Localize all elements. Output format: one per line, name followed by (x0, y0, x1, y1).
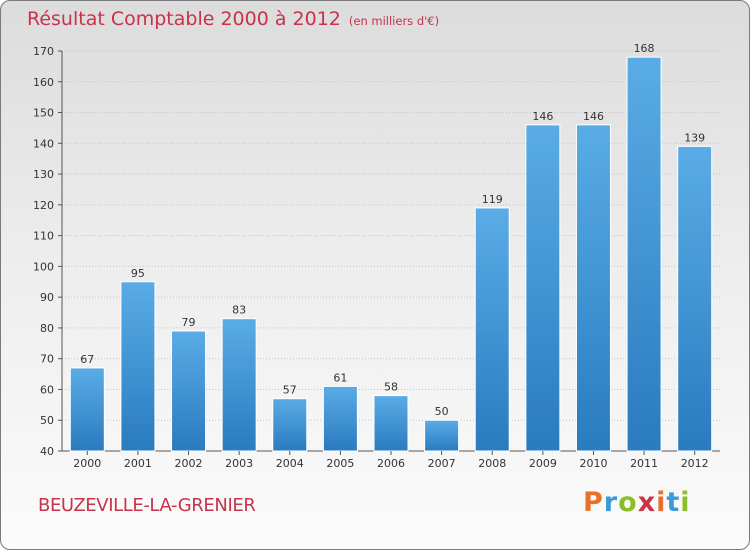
chart-title-line: Résultat Comptable 2000 à 2012 (en millie… (27, 8, 439, 30)
logo-letter: r (603, 487, 619, 518)
commune-name: BEUZEVILLE-LA-GRENIER (38, 495, 256, 516)
logo-letter: o (618, 487, 638, 518)
y-tick-label: 60 (40, 383, 54, 396)
proxiti-logo: Proxiti (583, 487, 691, 518)
y-tick-label: 130 (33, 168, 54, 181)
bar-value-label: 119 (482, 193, 503, 206)
chart-unit: (en milliers d'€) (348, 14, 440, 28)
x-tick-label: 2004 (276, 457, 304, 470)
bar-value-label: 58 (384, 381, 398, 394)
y-tick-label: 90 (40, 291, 54, 304)
bar-2004 (272, 398, 308, 452)
bar-2000 (69, 367, 105, 452)
x-tick-label: 2012 (681, 457, 709, 470)
y-tick-label: 150 (33, 107, 54, 120)
bar-2011 (626, 56, 662, 452)
bar-value-label: 50 (435, 405, 449, 418)
y-tick-label: 160 (33, 76, 54, 89)
x-tick-label: 2000 (73, 457, 101, 470)
x-tick-label: 2009 (529, 457, 557, 470)
x-tick-label: 2003 (225, 457, 253, 470)
x-tick-label: 2001 (124, 457, 152, 470)
logo-letter: i (680, 487, 691, 518)
bar-2005 (322, 385, 358, 452)
y-tick-label: 120 (33, 199, 54, 212)
x-tick-label: 2005 (326, 457, 354, 470)
bar-value-label: 57 (283, 384, 297, 397)
y-tick-label: 140 (33, 137, 54, 150)
logo-letter: i (656, 487, 667, 518)
bar-2010 (575, 124, 611, 452)
bar-2002 (171, 330, 207, 452)
x-tick-label: 2011 (630, 457, 658, 470)
x-tick-label: 2010 (579, 457, 607, 470)
x-tick-label: 2006 (377, 457, 405, 470)
y-tick-label: 80 (40, 322, 54, 335)
bar-value-label: 146 (583, 110, 604, 123)
y-tick-label: 170 (33, 45, 54, 58)
bar-value-label: 83 (232, 304, 246, 317)
bar-value-label: 95 (131, 267, 145, 280)
bar-value-label: 168 (634, 42, 655, 55)
bar-value-label: 139 (684, 131, 705, 144)
logo-letter: x (637, 487, 657, 518)
bar-2006 (373, 395, 409, 452)
y-tick-label: 40 (40, 445, 54, 458)
logo-letter: P (583, 487, 604, 518)
y-tick-label: 100 (33, 260, 54, 273)
bar-2009 (525, 124, 561, 452)
bar-2003 (221, 318, 257, 452)
bar-2001 (120, 281, 156, 452)
bar-2008 (474, 207, 510, 452)
bar-2007 (424, 419, 460, 452)
y-tick-label: 50 (40, 414, 54, 427)
chart-title: Résultat Comptable 2000 à 2012 (27, 8, 341, 30)
logo-letter: t (666, 487, 681, 518)
x-tick-label: 2008 (478, 457, 506, 470)
bar-value-label: 146 (532, 110, 553, 123)
x-tick-label: 2007 (428, 457, 456, 470)
y-tick-label: 110 (33, 230, 54, 243)
bar-2012 (677, 145, 713, 452)
y-tick-label: 70 (40, 353, 54, 366)
x-tick-label: 2002 (175, 457, 203, 470)
bar-value-label: 79 (182, 316, 196, 329)
bar-value-label: 61 (333, 371, 347, 384)
bar-value-label: 67 (80, 353, 94, 366)
